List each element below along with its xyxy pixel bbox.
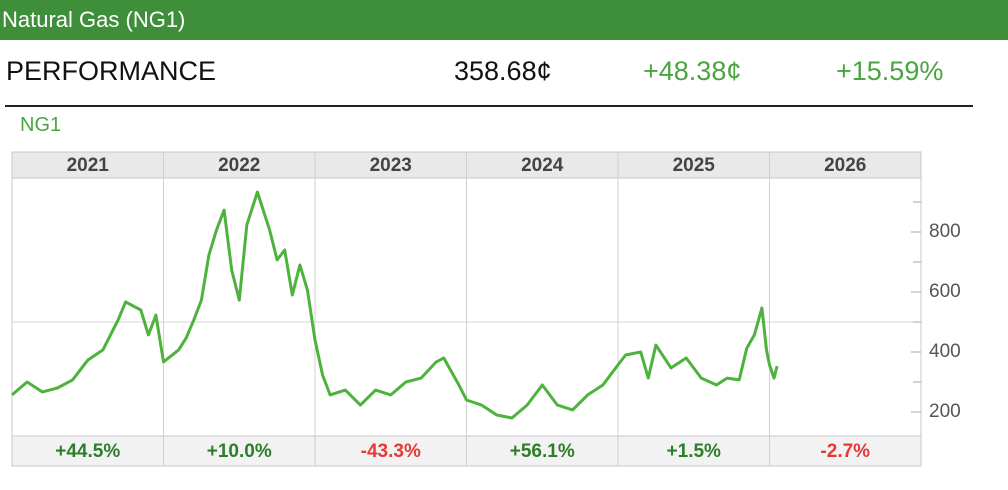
period-return: -43.3% xyxy=(361,441,421,462)
header-title: Natural Gas (NG1) xyxy=(2,7,186,32)
period-return: +56.1% xyxy=(510,441,575,462)
divider xyxy=(5,105,973,107)
performance-label: PERFORMANCE xyxy=(6,56,217,86)
price: 358.68¢ xyxy=(454,56,552,86)
column-header: 2026 xyxy=(824,155,866,176)
y-tick-label: 600 xyxy=(929,281,961,302)
period-return: -2.7% xyxy=(820,441,870,462)
column-header: 2025 xyxy=(673,155,716,176)
y-tick-label: 200 xyxy=(929,401,961,422)
column-header: 2023 xyxy=(370,155,412,176)
price-line xyxy=(11,190,779,420)
header-bar: Natural Gas (NG1) xyxy=(0,0,1008,40)
column-header: 2024 xyxy=(521,155,564,176)
period-return: +1.5% xyxy=(667,441,722,462)
change-percent: +15.59% xyxy=(836,56,944,86)
period-return: +44.5% xyxy=(55,441,120,462)
y-tick-label: 800 xyxy=(929,221,961,242)
period-return: +10.0% xyxy=(207,441,272,462)
y-tick-label: 400 xyxy=(929,341,961,362)
column-header: 2022 xyxy=(218,155,260,176)
legend-entry: NG1 xyxy=(20,114,62,136)
change: +48.38¢ xyxy=(643,56,742,86)
column-header: 2021 xyxy=(67,155,110,176)
